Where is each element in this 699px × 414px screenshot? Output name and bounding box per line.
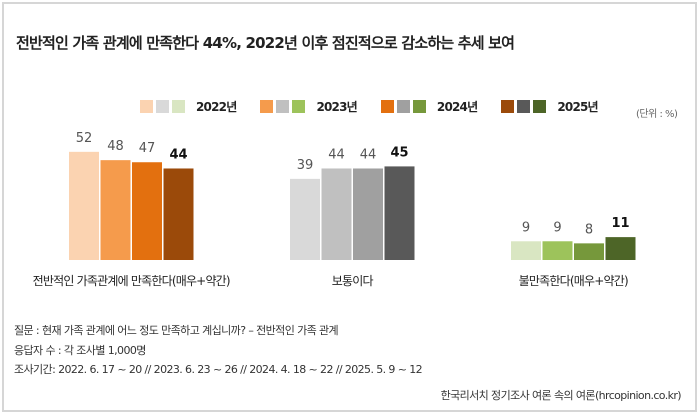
bar: [100, 160, 131, 260]
period-note: 조사기간: 2022. 6. 17 ~ 20 // 2023. 6. 23 ~ …: [14, 363, 423, 376]
data-label: 45: [390, 145, 408, 160]
question-note: 질문 : 현재 가족 관계에 어느 정도 만족하고 계십니까? – 전반적인 가…: [14, 324, 339, 337]
bar: [542, 241, 573, 260]
bar: [132, 162, 162, 260]
legend-swatch: [412, 100, 426, 113]
bar: [69, 151, 99, 260]
legend-label: 2025년: [557, 100, 598, 114]
legend-swatch: [396, 100, 410, 113]
bar-chart: 52 48 47 44 전반적인 가족관계에 만족한다(매우+약간) 39 44 44 45 보통…: [33, 131, 636, 288]
legend-swatch: [517, 100, 531, 113]
chart-title: 전반적인 가족 관계에 만족한다 44%, 2022년 이후 점진적으로 감소하…: [16, 34, 515, 52]
bar: [290, 178, 320, 260]
bar: [384, 166, 415, 260]
legend-label: 2024년: [436, 100, 478, 114]
category-label: 보통이다: [332, 274, 374, 288]
legend-swatch: [501, 100, 515, 113]
legend-label: 2022년: [196, 100, 237, 114]
unit-label: (단위 : %): [636, 109, 678, 120]
legend-swatch: [156, 100, 169, 113]
legend-swatch: [140, 100, 153, 113]
legend-swatch: [276, 100, 290, 113]
legend-swatch: [172, 100, 185, 113]
bar: [511, 241, 541, 260]
bar: [163, 168, 194, 260]
legend-swatch: [292, 100, 306, 113]
data-label: 39: [297, 158, 314, 173]
category-label: 전반적인 가족관계에 만족한다(매우+약간): [33, 273, 230, 288]
legend-item: 2022년: [140, 98, 237, 115]
data-label: 9: [553, 220, 561, 235]
data-label: 48: [107, 139, 124, 154]
respondents-note: 응답자 수 : 각 조사별 1,000명: [14, 344, 146, 357]
legend: 2022년 2023년 2024년 2025년: [140, 98, 622, 115]
data-label: 44: [169, 147, 187, 162]
source: 한국리서치 정기조사 여론 속의 여론(hrcopinion.co.kr): [440, 389, 682, 402]
category-label: 불만족한다(매우+약간): [519, 273, 628, 288]
legend-swatch: [260, 100, 274, 113]
bar: [321, 168, 352, 260]
legend-item: 2025년: [501, 98, 599, 115]
bar: [605, 237, 636, 260]
legend-label: 2023년: [316, 100, 357, 114]
legend-swatch: [380, 100, 394, 113]
legend-item: 2024년: [380, 98, 478, 115]
bar: [574, 243, 604, 260]
legend-item: 2023년: [260, 98, 358, 115]
bar: [353, 168, 383, 260]
data-label: 47: [139, 141, 156, 156]
data-label: 44: [360, 147, 377, 162]
data-label: 11: [611, 216, 629, 231]
data-label: 44: [328, 147, 345, 162]
data-label: 52: [76, 131, 93, 146]
data-label: 8: [585, 222, 593, 237]
data-label: 9: [522, 220, 530, 235]
legend-swatch: [533, 100, 547, 113]
